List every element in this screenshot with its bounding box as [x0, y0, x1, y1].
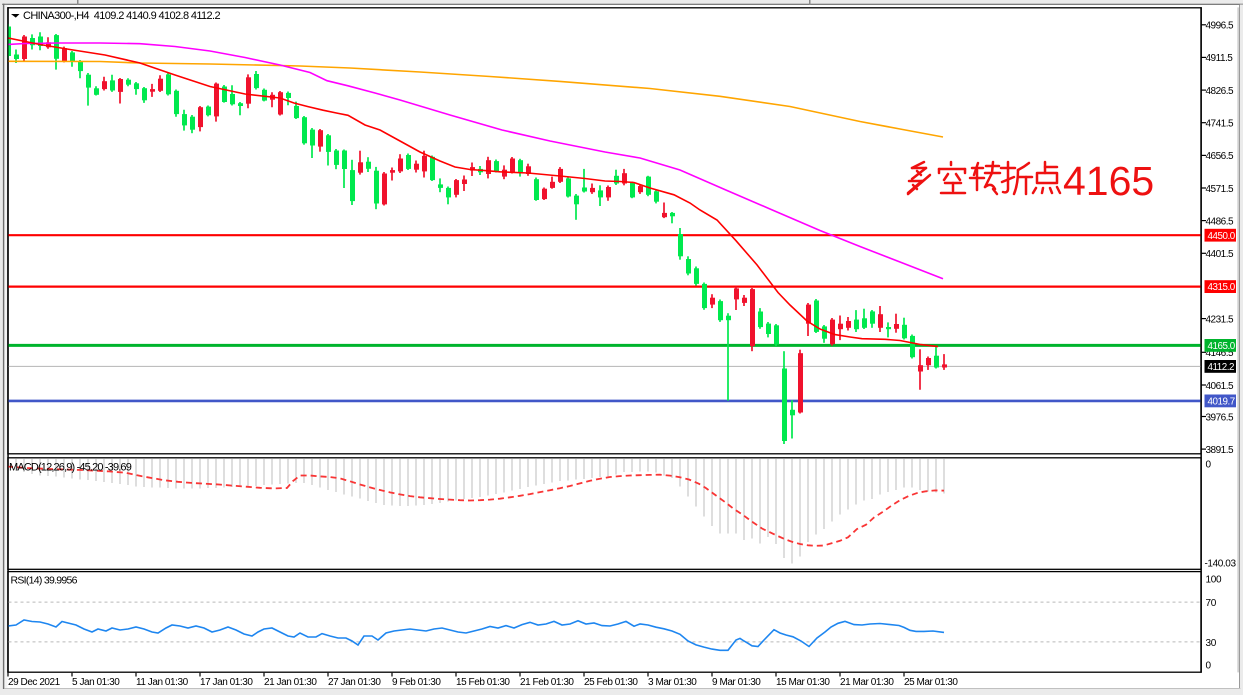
svg-text:4165.0: 4165.0 [1208, 341, 1236, 352]
svg-text:3891.5: 3891.5 [1206, 445, 1235, 456]
svg-text:4165: 4165 [1063, 158, 1154, 204]
svg-text:MACD(12,26,9) -45.20 -39.69: MACD(12,26,9) -45.20 -39.69 [9, 462, 132, 474]
svg-text:25 Feb 01:30: 25 Feb 01:30 [584, 677, 638, 688]
svg-text:3976.5: 3976.5 [1206, 412, 1235, 423]
svg-text:0: 0 [1206, 660, 1212, 671]
svg-text:4061.5: 4061.5 [1206, 381, 1235, 392]
svg-text:9 Mar 01:30: 9 Mar 01:30 [712, 677, 761, 688]
svg-text:21 Feb 01:30: 21 Feb 01:30 [520, 677, 574, 688]
svg-text:-140.03: -140.03 [1205, 559, 1237, 570]
svg-text:21 Jan 01:30: 21 Jan 01:30 [264, 677, 317, 688]
svg-text:15 Mar 01:30: 15 Mar 01:30 [776, 677, 830, 688]
svg-text:4996.5: 4996.5 [1206, 21, 1235, 32]
svg-text:4741.5: 4741.5 [1206, 119, 1235, 130]
svg-text:4019.7: 4019.7 [1208, 397, 1235, 408]
svg-text:70: 70 [1206, 598, 1217, 609]
svg-text:25 Mar 01:30: 25 Mar 01:30 [904, 677, 958, 688]
svg-text:11 Jan 01:30: 11 Jan 01:30 [136, 677, 189, 688]
svg-text:4911.5: 4911.5 [1206, 53, 1234, 64]
svg-text:3 Mar 01:30: 3 Mar 01:30 [648, 677, 697, 688]
svg-text:CHINA300-,H4 4109.2 4140.9 41: CHINA300-,H4 4109.2 4140.9 4102.8 4112.2 [23, 10, 220, 22]
svg-text:4450.0: 4450.0 [1208, 231, 1236, 242]
svg-text:0: 0 [1206, 460, 1212, 471]
svg-text:21 Mar 01:30: 21 Mar 01:30 [840, 677, 894, 688]
svg-text:29 Dec 2021: 29 Dec 2021 [8, 677, 61, 688]
svg-text:4146.5: 4146.5 [1206, 348, 1235, 359]
svg-text:100: 100 [1206, 575, 1223, 586]
svg-text:4826.5: 4826.5 [1206, 86, 1235, 97]
svg-text:15 Feb 01:30: 15 Feb 01:30 [456, 677, 510, 688]
svg-text:4231.5: 4231.5 [1206, 314, 1235, 325]
svg-text:17 Jan 01:30: 17 Jan 01:30 [200, 677, 253, 688]
svg-text:4656.5: 4656.5 [1206, 151, 1235, 162]
svg-text:5 Jan 01:30: 5 Jan 01:30 [72, 677, 120, 688]
svg-text:9 Feb 01:30: 9 Feb 01:30 [392, 677, 441, 688]
svg-text:RSI(14) 39.9956: RSI(14) 39.9956 [11, 575, 78, 587]
svg-text:4112.2: 4112.2 [1208, 362, 1235, 373]
svg-text:4401.5: 4401.5 [1206, 249, 1235, 260]
svg-text:30: 30 [1206, 638, 1217, 649]
svg-text:4486.5: 4486.5 [1206, 216, 1235, 227]
svg-text:4315.0: 4315.0 [1208, 282, 1236, 293]
svg-text:4571.5: 4571.5 [1206, 184, 1235, 195]
svg-text:27 Jan 01:30: 27 Jan 01:30 [328, 677, 381, 688]
